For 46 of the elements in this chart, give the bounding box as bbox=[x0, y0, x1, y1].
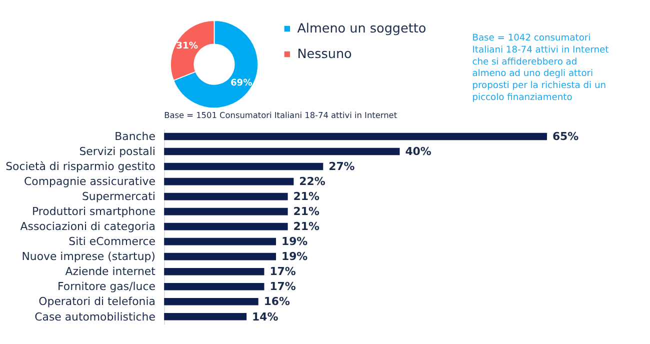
data-label: 22% bbox=[299, 175, 326, 188]
data-label: 65% bbox=[552, 130, 579, 144]
bar bbox=[164, 298, 258, 306]
data-label: 19% bbox=[281, 250, 308, 264]
y-tick-label: Servizi postali bbox=[79, 145, 156, 158]
y-tick-label: Compagnie assicurative bbox=[24, 175, 156, 188]
bar bbox=[164, 222, 288, 230]
data-label: 14% bbox=[252, 310, 278, 324]
bar bbox=[164, 148, 400, 156]
y-tick-label: Fornitore gas/luce bbox=[58, 280, 156, 294]
y-tick-label: Operatori di telefonia bbox=[38, 295, 156, 308]
text: Base = 1501 Consumatori Italiani 18-74 attivi in Internet bbox=[164, 110, 398, 120]
bar bbox=[164, 208, 288, 216]
legend-label: Nessuno bbox=[297, 46, 352, 62]
legend-label: Almeno un soggetto bbox=[297, 21, 426, 36]
y-tick-label: Società di risparmio gestito bbox=[6, 160, 156, 174]
y-tick-label: Case automobilistiche bbox=[34, 310, 156, 324]
bar bbox=[164, 282, 264, 290]
y-tick-label: Associazioni di categoria bbox=[20, 220, 156, 234]
data-label: 17% bbox=[270, 280, 296, 294]
donut-slice bbox=[173, 20, 258, 108]
bar bbox=[164, 268, 264, 276]
bar bbox=[164, 192, 288, 200]
data-label: 17% bbox=[270, 265, 296, 278]
data-label: 19% bbox=[281, 235, 308, 248]
data-label: 31% bbox=[176, 42, 198, 52]
bar bbox=[164, 252, 276, 260]
y-tick-label: Siti eCommerce bbox=[68, 235, 156, 248]
y-tick-label: Nuove imprese (startup) bbox=[22, 250, 156, 264]
bar bbox=[164, 312, 247, 320]
bar bbox=[164, 132, 547, 140]
data-label: 21% bbox=[293, 205, 320, 218]
bar bbox=[164, 238, 276, 246]
data-label: 69% bbox=[230, 78, 252, 88]
bar bbox=[164, 178, 294, 186]
y-tick-label: Aziende internet bbox=[65, 265, 156, 278]
data-label: 16% bbox=[264, 295, 290, 308]
data-label: 21% bbox=[293, 220, 320, 234]
y-tick-label: Banche bbox=[114, 130, 156, 144]
text: Base = 1042 consumatori Italiani 18-74 attivi in Internet che si affiderebbero ad almeno ad uno degli attori proposti per la richiesta di un piccolo finanziamento bbox=[472, 34, 610, 103]
data-label: 27% bbox=[328, 160, 355, 174]
bar bbox=[164, 162, 324, 170]
y-tick-label: Supermercati bbox=[82, 190, 156, 204]
data-label: 21% bbox=[293, 190, 320, 204]
y-tick-label: Produttori smartphone bbox=[32, 205, 156, 218]
data-label: 40% bbox=[405, 145, 432, 158]
